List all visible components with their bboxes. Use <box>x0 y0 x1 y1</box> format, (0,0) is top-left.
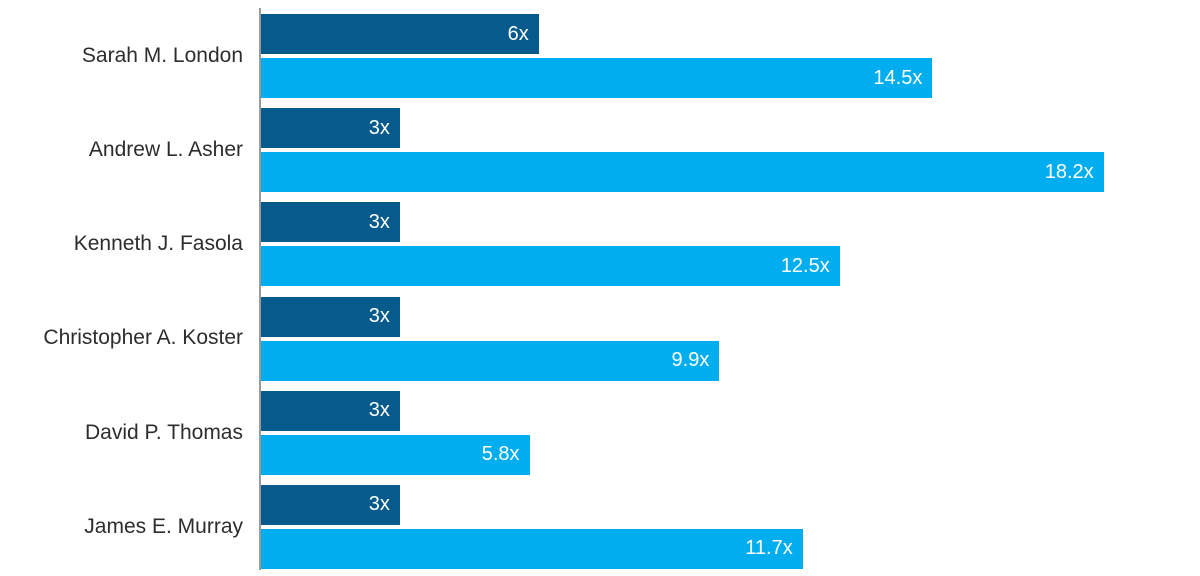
bar-light-blue-series: 12.5x <box>261 246 840 287</box>
bar-value-label: 18.2x <box>1044 160 1094 183</box>
bar-light-blue-series: 9.9x <box>261 340 720 381</box>
bar-value-label: 12.5x <box>780 254 830 277</box>
bar-dark-blue-series: 3x <box>261 108 400 149</box>
bar-value-label: 3x <box>368 305 390 328</box>
chart-row: James E. Murray 3x 11.7x <box>0 484 1200 569</box>
bar-light-blue-series: 11.7x <box>261 528 803 569</box>
bar-light-blue-series: 14.5x <box>261 58 933 98</box>
bar-value-label: 11.7x <box>745 537 793 560</box>
bar-dark-blue-series: 3x <box>261 484 400 525</box>
category-label: Andrew L. Asher <box>88 138 243 162</box>
bar-group: 3x 5.8x <box>261 390 1187 475</box>
y-axis-line <box>259 8 261 570</box>
bar-value-label: 9.9x <box>671 349 710 372</box>
category-label: James E. Murray <box>84 514 243 538</box>
category-label: Christopher A. Koster <box>43 326 243 350</box>
bar-dark-blue-series: 6x <box>261 14 539 54</box>
bar-group: 6x 14.5x <box>261 14 1187 98</box>
category-label: David P. Thomas <box>85 420 243 444</box>
category-label: Kenneth J. Fasola <box>73 232 243 256</box>
bar-value-label: 6x <box>507 22 529 45</box>
bar-dark-blue-series: 3x <box>261 202 400 243</box>
bar-light-blue-series: 5.8x <box>261 434 530 475</box>
bar-group: 3x 9.9x <box>261 296 1187 381</box>
chart-rows: Sarah M. London 6x 14.5x Andrew L. Asher 3x 1… <box>0 14 1200 569</box>
bar-light-blue-series: 18.2x <box>261 152 1104 193</box>
bar-value-label: 3x <box>368 210 390 233</box>
bar-value-label: 14.5x <box>873 66 923 89</box>
bar-group: 3x 18.2x <box>261 108 1187 193</box>
chart-row: David P. Thomas 3x 5.8x <box>0 390 1200 475</box>
bar-group: 3x 12.5x <box>261 202 1187 287</box>
bar-value-label: 3x <box>368 493 390 516</box>
chart-row: Christopher A. Koster 3x 9.9x <box>0 296 1200 381</box>
chart-row: Andrew L. Asher 3x 18.2x <box>0 108 1200 193</box>
category-label: Sarah M. London <box>81 43 243 67</box>
bar-value-label: 5.8x <box>481 443 520 466</box>
chart-row: Sarah M. London 6x 14.5x <box>0 14 1200 98</box>
chart-row: Kenneth J. Fasola 3x 12.5x <box>0 202 1200 287</box>
bar-value-label: 3x <box>368 116 390 139</box>
bar-group: 3x 11.7x <box>261 484 1187 569</box>
bar-dark-blue-series: 3x <box>261 296 400 337</box>
bar-value-label: 3x <box>368 399 390 422</box>
bar-dark-blue-series: 3x <box>261 390 400 431</box>
